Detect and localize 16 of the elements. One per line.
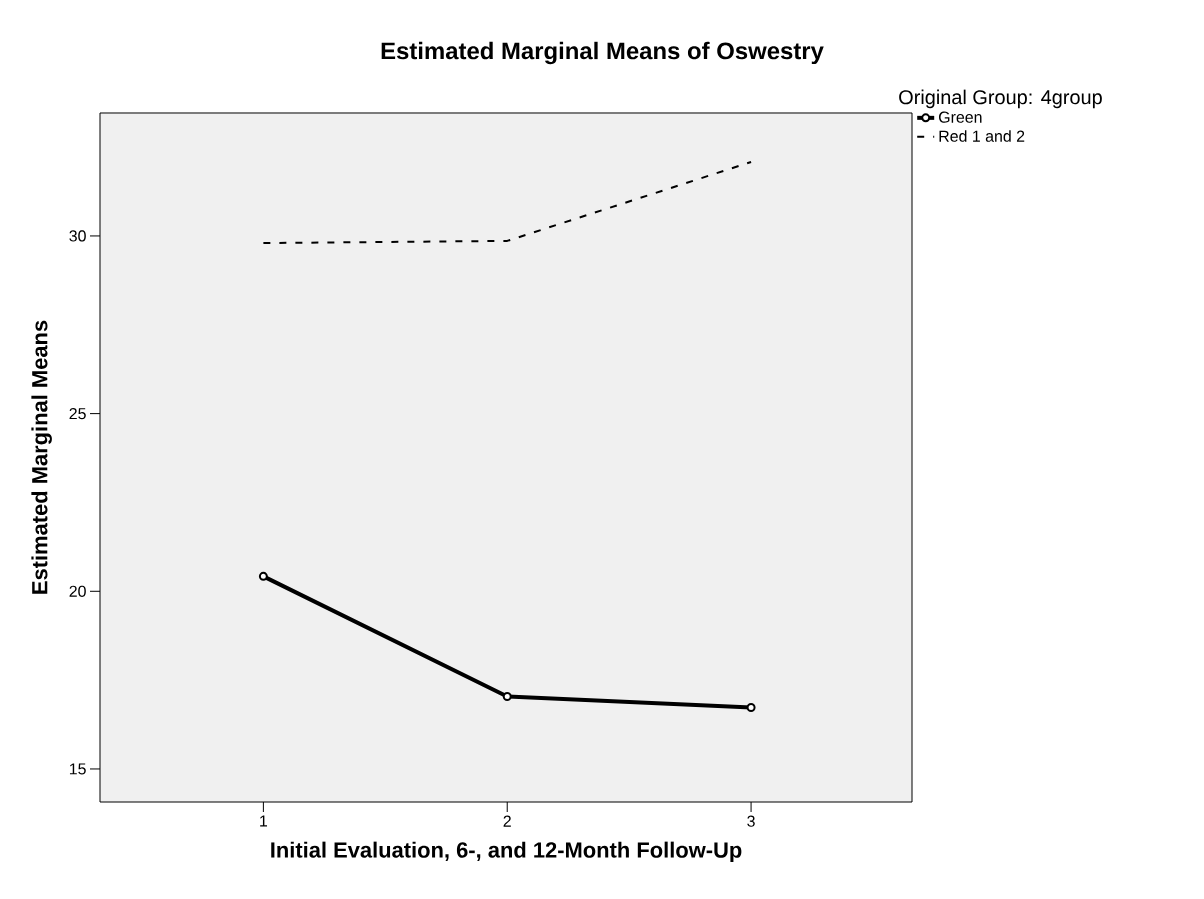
- point: [502, 691, 512, 701]
- y-tick-label: 15: [69, 763, 86, 775]
- y-axis-title: Estimated Marginal Means: [31, 320, 52, 594]
- point: [746, 702, 756, 712]
- x-tick-label: 1: [260, 815, 268, 827]
- legend-title: Original Group: 4group: [899, 89, 1102, 109]
- y-tick-label: 25: [69, 407, 86, 420]
- x-axis-title: Initial Evaluation, 6-, and 12-Month Follow-Up: [271, 841, 742, 863]
- y-tick-label: 30: [69, 230, 86, 242]
- chart-title: Estimated Marginal Means of Oswestry: [381, 41, 824, 65]
- y-tick-label: 20: [69, 585, 86, 597]
- point: [258, 571, 268, 581]
- x-tick-label: 3: [747, 815, 755, 827]
- legend-label: Red 1 and 2: [939, 130, 1025, 142]
- legend-label: Green: [939, 111, 982, 123]
- x-tick-label: 2: [503, 815, 511, 827]
